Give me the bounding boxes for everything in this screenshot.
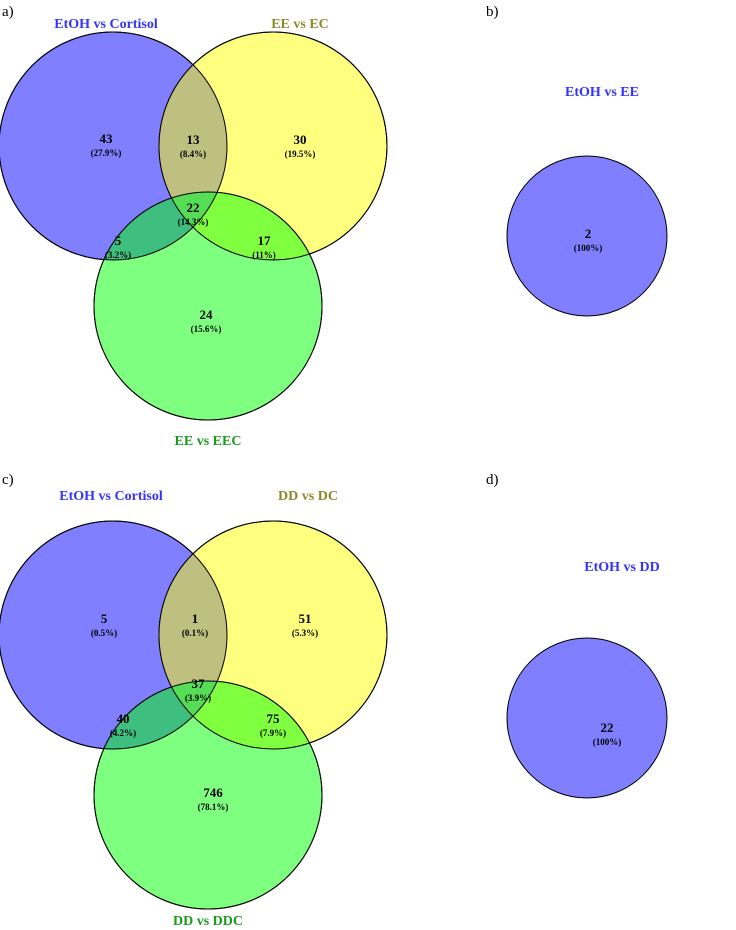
panel-a-abc-count: 22 [187,200,200,215]
panel-c-set-c-label: DD vs DDC [173,914,243,929]
panel-c-ac-count: 40 [117,711,130,726]
panel-a-c-only-pct: (15.6%) [191,324,222,334]
panel-d-count: 22 [601,720,614,735]
panel-a-a-only-pct: (27.9%) [91,148,122,158]
panel-c-outline-c [93,680,323,910]
panel-a-outline-a [0,31,228,261]
panel-a-ab-pct: (8.4%) [180,149,206,159]
panel-d-pct: (100%) [593,737,622,747]
panel-c-bc-pct: (7.9%) [260,728,286,738]
panel-c-ab-pct: (0.1%) [182,628,208,638]
panel-a-overlap-ac [94,192,227,260]
panel-b-count: 2 [585,226,592,241]
panel-c-b-only-pct: (5.3%) [292,628,318,638]
panel-c-set-a-label: EtOH vs Cortisol [59,489,163,504]
panel-c-a-only-pct: (0.5%) [91,628,117,638]
panel-c-outline-b [158,520,388,750]
panel-b-pct: (100%) [574,243,603,253]
panel-c-bc-count: 75 [267,711,281,726]
panel-a-set-a-label: EtOH vs Cortisol [54,17,158,32]
panel-a-set-c-label: EE vs EEC [175,434,242,449]
panel-b: b) EtOH vs EE 2 (100%) [486,4,668,317]
panel-a-bc-pct: (11%) [252,250,276,260]
panel-a-overlap-bc [159,192,322,260]
panel-a-ac-pct: (3.2%) [105,250,131,260]
panel-c-overlap-ac [94,681,227,749]
panel-b-circle [506,155,668,317]
panel-d: d) EtOH vs DD 22 (100%) [486,472,668,799]
panel-b-letter: b) [486,4,499,20]
panel-c-abc-pct: (3.9%) [185,693,211,703]
panel-a-b-only-pct: (19.5%) [285,149,316,159]
panel-c-c-only-pct: (78.1%) [198,802,229,812]
panel-c-ab-count: 1 [192,611,199,626]
panel-a-c-only-count: 24 [200,307,214,322]
panel-a-letter: a) [2,4,14,20]
panel-c-set-b-label: DD vs DC [278,489,338,504]
panel-a-outline-b [158,31,388,261]
panel-d-letter: d) [486,472,499,488]
panel-c-c-only-count: 746 [203,785,223,800]
panel-d-set-label: EtOH vs DD [584,560,659,575]
panel-a-abc-pct: (14.3%) [178,217,209,227]
panel-a-outline-c [93,191,323,421]
panel-a-ab-count: 13 [187,132,201,147]
panel-c-b-only-count: 51 [299,611,312,626]
panel-a-set-b-label: EE vs EC [271,17,329,32]
panel-a: a) EtOH vs Cortisol EE vs EC EE vs EEC 4… [0,4,388,449]
panel-a-b-only-count: 30 [294,132,307,147]
panel-c-overlap-bc [159,681,322,749]
panel-c-ac-pct: (4.2%) [110,728,136,738]
panel-c-letter: c) [2,472,14,488]
panel-a-ac-count: 5 [115,233,122,248]
panel-c-outline-a [0,520,228,750]
panel-a-a-only-count: 43 [100,131,114,146]
panel-a-bc-count: 17 [258,233,272,248]
panel-c: c) EtOH vs Cortisol DD vs DC DD vs DDC 5… [0,472,388,929]
panel-d-circle [506,637,668,799]
panel-b-set-label: EtOH vs EE [565,85,639,100]
panel-c-a-only-count: 5 [101,611,108,626]
panel-c-abc-count: 37 [192,676,206,691]
